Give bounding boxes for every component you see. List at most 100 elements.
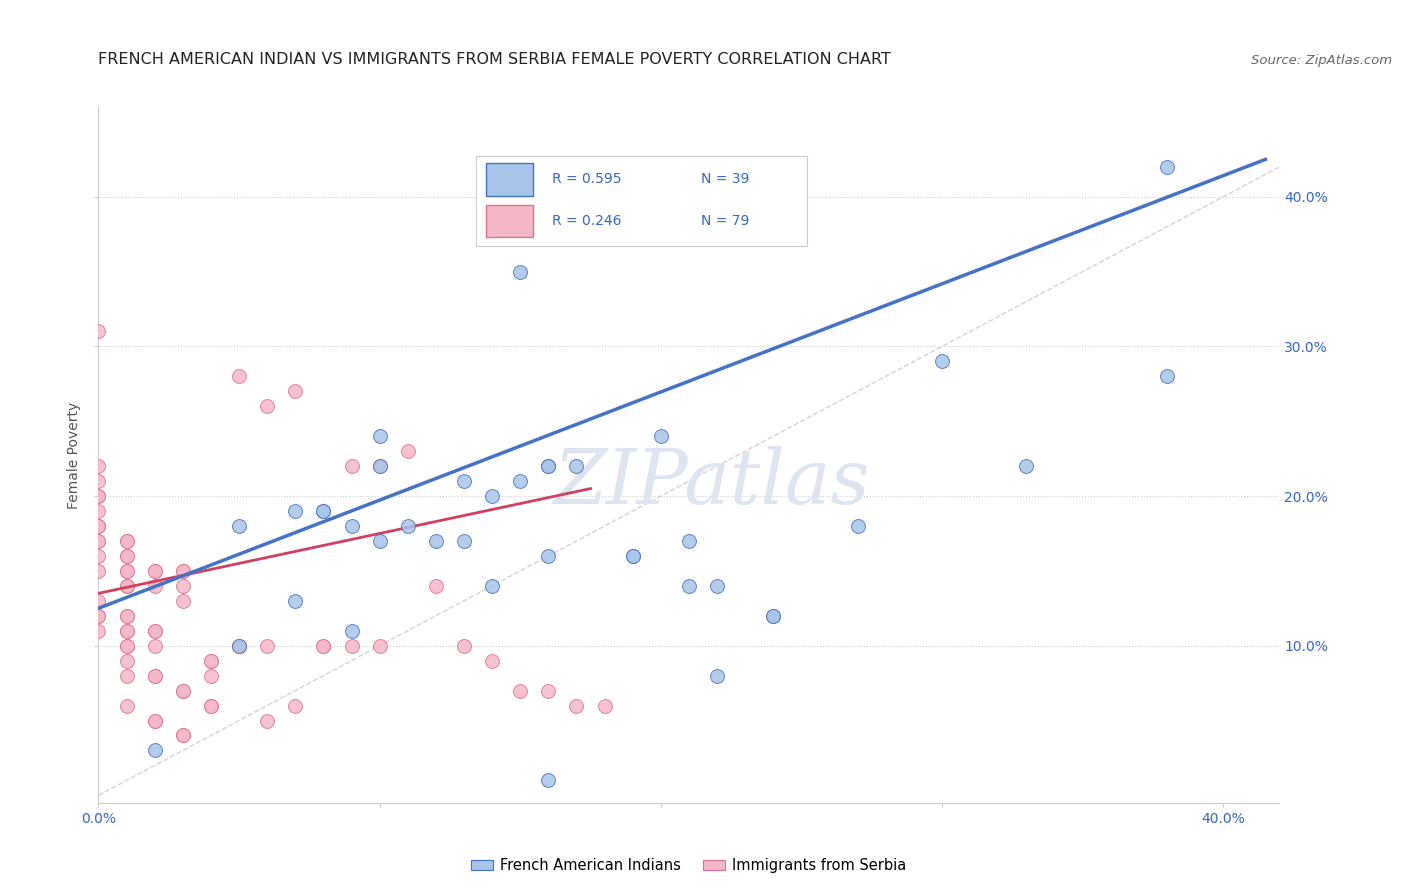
Point: [87, 519, 110, 533]
Point: [172, 683, 194, 698]
Point: [115, 608, 138, 623]
Point: [368, 639, 391, 653]
Text: R = 0.595: R = 0.595: [553, 172, 621, 186]
Point: [706, 579, 728, 593]
FancyBboxPatch shape: [486, 204, 533, 237]
Point: [312, 639, 335, 653]
Point: [87, 564, 110, 578]
Point: [87, 459, 110, 474]
Point: [87, 325, 110, 339]
Point: [396, 444, 419, 458]
Point: [256, 399, 278, 413]
Point: [143, 579, 166, 593]
Point: [509, 474, 531, 488]
Point: [87, 549, 110, 563]
Text: ZIPatlas: ZIPatlas: [554, 446, 870, 520]
Point: [200, 698, 222, 713]
Point: [537, 459, 560, 474]
Point: [396, 519, 419, 533]
Point: [762, 608, 785, 623]
Point: [87, 489, 110, 503]
Point: [115, 608, 138, 623]
Point: [846, 519, 869, 533]
Point: [172, 683, 194, 698]
Point: [115, 533, 138, 548]
Point: [143, 564, 166, 578]
Point: [340, 519, 363, 533]
Point: [172, 564, 194, 578]
Point: [565, 698, 588, 713]
Point: [115, 549, 138, 563]
Point: [143, 714, 166, 728]
Point: [115, 639, 138, 653]
Point: [87, 489, 110, 503]
Text: R = 0.246: R = 0.246: [553, 214, 621, 227]
Point: [312, 504, 335, 518]
Point: [621, 549, 644, 563]
Point: [172, 729, 194, 743]
Point: [87, 608, 110, 623]
Point: [115, 639, 138, 653]
Point: [200, 654, 222, 668]
Point: [143, 668, 166, 682]
Point: [368, 459, 391, 474]
Point: [228, 369, 250, 384]
Point: [537, 549, 560, 563]
Point: [87, 474, 110, 488]
Point: [256, 639, 278, 653]
Y-axis label: Female Poverty: Female Poverty: [67, 401, 82, 508]
Point: [200, 654, 222, 668]
Point: [143, 639, 166, 653]
Point: [650, 429, 672, 443]
Point: [172, 564, 194, 578]
Point: [87, 519, 110, 533]
Point: [509, 683, 531, 698]
Point: [87, 608, 110, 623]
Point: [312, 504, 335, 518]
Point: [143, 624, 166, 638]
Point: [706, 668, 728, 682]
Point: [368, 429, 391, 443]
Point: [425, 533, 447, 548]
Point: [172, 594, 194, 608]
Point: [368, 533, 391, 548]
Point: [284, 384, 307, 399]
Point: [115, 564, 138, 578]
Point: [228, 519, 250, 533]
Legend: French American Indians, Immigrants from Serbia: French American Indians, Immigrants from…: [465, 853, 912, 879]
Point: [115, 624, 138, 638]
Point: [453, 474, 475, 488]
Point: [115, 624, 138, 638]
Point: [1015, 459, 1038, 474]
Point: [228, 639, 250, 653]
Point: [537, 773, 560, 788]
Text: N = 79: N = 79: [702, 214, 749, 227]
Point: [425, 579, 447, 593]
Point: [256, 714, 278, 728]
Point: [115, 549, 138, 563]
Point: [537, 683, 560, 698]
Point: [481, 654, 503, 668]
Point: [678, 533, 700, 548]
Point: [87, 504, 110, 518]
Point: [312, 639, 335, 653]
Point: [228, 639, 250, 653]
Point: [593, 698, 616, 713]
Point: [1156, 369, 1178, 384]
Point: [453, 639, 475, 653]
Point: [200, 698, 222, 713]
Point: [87, 533, 110, 548]
Point: [762, 608, 785, 623]
Point: [115, 564, 138, 578]
Point: [1156, 160, 1178, 174]
Point: [284, 594, 307, 608]
Point: [481, 489, 503, 503]
Point: [143, 564, 166, 578]
Point: [115, 668, 138, 682]
Point: [172, 729, 194, 743]
Point: [931, 354, 953, 368]
Point: [87, 594, 110, 608]
Point: [481, 579, 503, 593]
Point: [143, 624, 166, 638]
Point: [200, 668, 222, 682]
